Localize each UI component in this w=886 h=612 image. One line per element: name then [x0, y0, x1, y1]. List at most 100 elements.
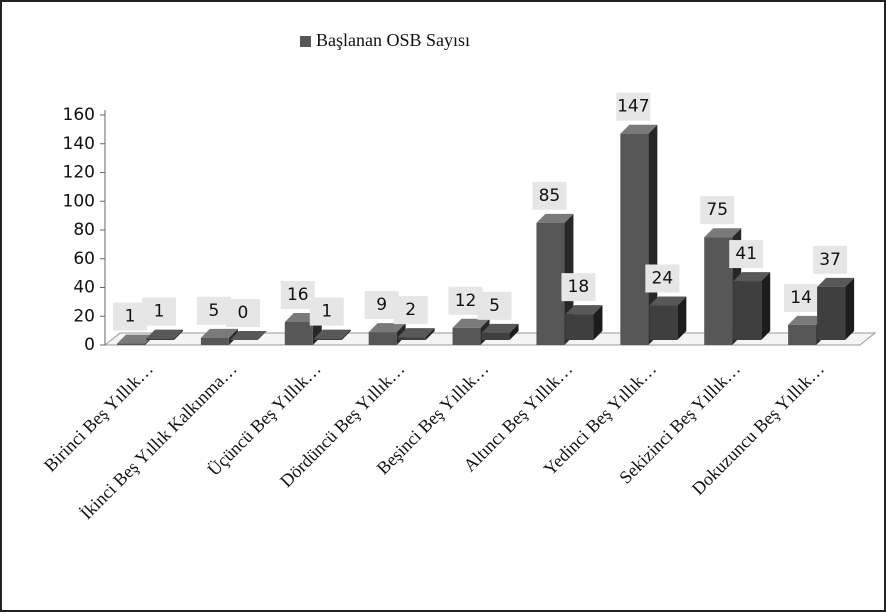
y-tick-label: 120: [63, 163, 95, 183]
bar-face: [174, 329, 183, 340]
bar-face: [229, 331, 267, 340]
y-tick-label: 60: [73, 249, 95, 269]
value-label-box: [309, 297, 344, 326]
legend-swatch: [300, 36, 311, 47]
bar-face: [368, 323, 406, 333]
value-label-box: [813, 245, 848, 274]
bar-face: [593, 305, 603, 340]
y-tick-label: 40: [73, 278, 95, 298]
y-tick-label: 100: [63, 191, 95, 211]
bar-face: [452, 327, 481, 345]
bar-face: [817, 277, 855, 287]
value-label: 16: [287, 285, 309, 305]
bar-face: [146, 338, 174, 340]
bar-face: [117, 343, 145, 345]
bar-face: [481, 332, 510, 340]
value-label-box: [393, 296, 428, 325]
bar-face: [117, 334, 154, 344]
y-tick-label: 80: [73, 220, 95, 240]
value-label: 1: [321, 302, 332, 322]
bar-face: [788, 324, 817, 345]
value-label: 12: [455, 291, 477, 311]
y-tick-label: 0: [84, 335, 95, 355]
value-label-box: [477, 291, 512, 320]
bar: [649, 296, 687, 340]
bar-face: [565, 314, 594, 340]
value-label: 24: [652, 269, 674, 289]
bar-face: [368, 332, 397, 345]
bar-face: [704, 228, 742, 238]
value-label: 41: [735, 244, 757, 264]
value-label-box: [645, 264, 680, 293]
value-label-box: [113, 302, 147, 331]
bar: [229, 331, 267, 340]
value-label: 18: [568, 277, 590, 297]
value-label: 85: [539, 186, 561, 206]
bar-face: [452, 318, 490, 328]
bar-face: [620, 124, 658, 134]
value-label-box: [196, 296, 231, 325]
bar-face: [677, 296, 687, 340]
value-label: 5: [208, 301, 219, 321]
bar-face: [649, 296, 687, 306]
bar-face: [704, 237, 733, 345]
value-label-box: [532, 181, 567, 210]
bar-face: [620, 133, 649, 345]
bar: [733, 272, 771, 340]
bar: [565, 305, 603, 340]
value-label: 9: [376, 295, 387, 315]
value-label: 1: [154, 302, 165, 322]
bar-face: [200, 337, 229, 345]
bar: [788, 315, 826, 345]
legend-label: Başlanan OSB Sayısı: [316, 30, 470, 50]
value-label: 1: [125, 307, 136, 327]
value-label: 75: [706, 200, 728, 220]
bar: [146, 329, 183, 340]
value-label: 37: [819, 250, 841, 270]
bar: [817, 277, 855, 340]
bar-face: [481, 323, 519, 333]
value-label: 2: [405, 300, 416, 320]
bar-face: [509, 323, 519, 340]
bar-face: [536, 213, 574, 223]
bar-face: [425, 328, 435, 340]
bar-face: [397, 337, 426, 340]
bar-face: [200, 328, 238, 338]
bar: [368, 323, 406, 345]
value-label-box: [280, 281, 315, 309]
value-label: 5: [489, 296, 500, 316]
value-label-box: [616, 92, 651, 121]
bar-face: [845, 277, 855, 340]
value-label-box: [700, 196, 735, 225]
bar-face: [761, 272, 771, 340]
y-tick-label: 20: [73, 306, 95, 326]
bar-face: [397, 328, 435, 338]
bar: [313, 329, 351, 340]
bar-face: [313, 329, 351, 339]
value-label: 0: [237, 303, 248, 323]
value-label-box: [225, 299, 260, 327]
bar-face: [788, 315, 826, 325]
y-tick-label: 160: [63, 105, 95, 125]
bar-face: [284, 322, 313, 345]
bar-face: [565, 305, 603, 315]
value-label-box: [448, 286, 483, 315]
bar-face: [341, 329, 351, 340]
value-label-box: [784, 283, 819, 312]
bar-face: [146, 329, 183, 339]
bar-face: [733, 272, 771, 282]
bar-face: [313, 338, 342, 340]
bar: [397, 328, 435, 340]
bar-face: [649, 305, 678, 340]
value-label-box: [729, 240, 764, 269]
value-label: 147: [617, 97, 649, 117]
bar-face: [817, 286, 846, 340]
value-label-box: [364, 291, 399, 320]
y-tick-label: 140: [63, 134, 95, 154]
value-label-box: [142, 297, 176, 326]
value-label: 14: [790, 288, 812, 308]
bar-face: [733, 281, 762, 340]
bar: [481, 323, 519, 340]
bar-face: [536, 222, 565, 345]
